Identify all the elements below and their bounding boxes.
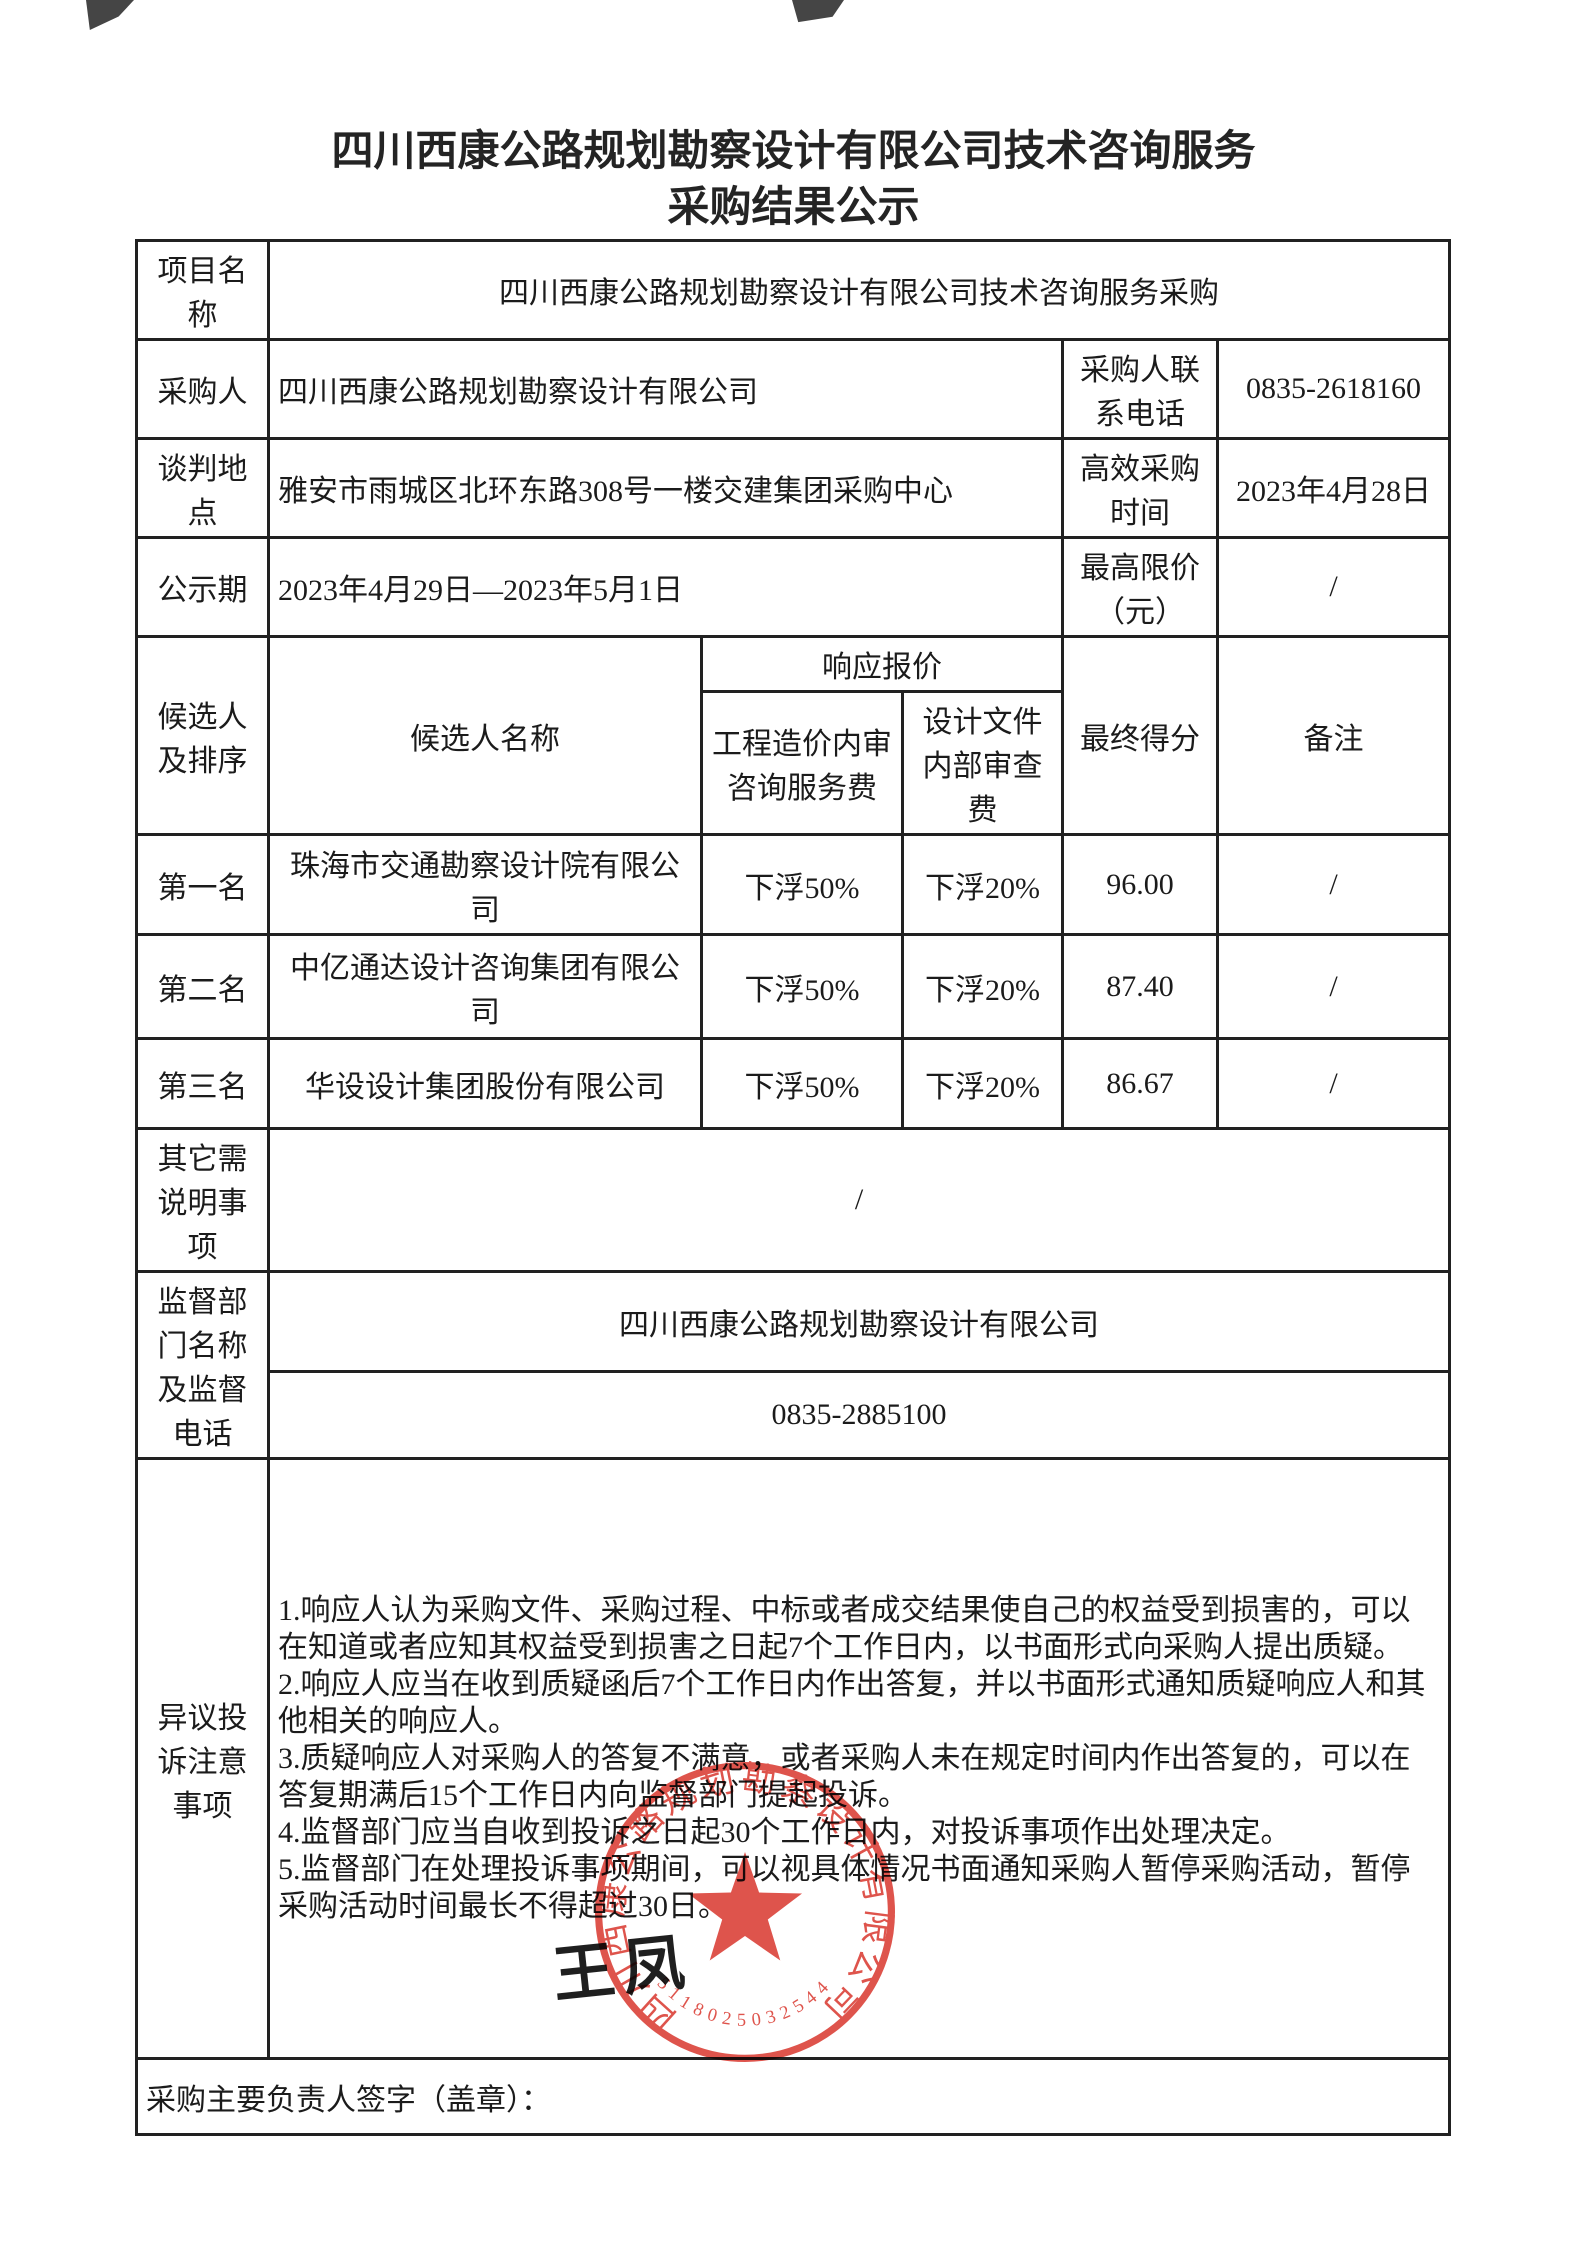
document-title: 四川西康公路规划勘察设计有限公司技术咨询服务 采购结果公示 <box>0 124 1587 236</box>
candidate-score: 87.40 <box>1061 933 1219 1040</box>
objection-item-3: 3.质疑响应人对采购人的答复不满意，或者采购人未在规定时间内作出答复的，可以在答… <box>278 1742 1411 1812</box>
header-rank: 候选人及排序 <box>135 635 270 836</box>
table-row-supervision-name: 监督部门名称及监督电话 四川西康公路规划勘察设计有限公司 <box>135 1269 1452 1460</box>
label-project-name: 项目名称 <box>135 239 270 341</box>
table-row-project: 项目名称 四川西康公路规划勘察设计有限公司技术咨询服务采购 <box>135 239 1452 341</box>
candidate-name: 华设设计集团股份有限公司 <box>267 1037 703 1130</box>
table-row-other-notes: 其它需说明事项 / <box>135 1127 1452 1273</box>
table-row-candidates-header-top: 候选人及排序 候选人名称 响应报价 最终得分 备注 <box>135 635 1452 836</box>
candidate-remark: / <box>1215 933 1452 1040</box>
procurement-result-table: 项目名称 四川西康公路规划勘察设计有限公司技术咨询服务采购 采购人 四川西康公路… <box>134 239 1452 2136</box>
objection-item-1: 1.响应人认为采购文件、采购过程、中标或者成交结果使自己的权益受到损害的，可以在… <box>278 1594 1411 1664</box>
header-final-score: 最终得分 <box>1061 635 1219 836</box>
label-procurement-time: 高效采购时间 <box>1061 437 1219 539</box>
value-purchaser: 四川西康公路规划勘察设计有限公司 <box>267 338 1064 440</box>
candidate-rank: 第一名 <box>135 833 270 936</box>
header-candidate-name: 候选人名称 <box>267 635 703 836</box>
value-other-notes: / <box>266 1127 1452 1273</box>
candidate-remark: / <box>1215 1037 1452 1130</box>
value-supervision-name: 四川西康公路规划勘察设计有限公司 <box>266 1269 1452 1374</box>
table-row-candidate-2: 第二名 中亿通达设计咨询集团有限公司 下浮50% 下浮20% 87.40 / <box>135 933 1452 1040</box>
candidate-quote1: 下浮50% <box>700 933 904 1040</box>
value-max-price: / <box>1215 536 1452 638</box>
candidate-quote1: 下浮50% <box>700 1037 904 1130</box>
candidate-score: 86.67 <box>1061 1037 1219 1130</box>
table-row-candidate-3: 第三名 华设设计集团股份有限公司 下浮50% 下浮20% 86.67 / <box>135 1037 1452 1130</box>
candidate-name: 珠海市交通勘察设计院有限公司 <box>267 833 703 936</box>
company-seal-stamp: 四川西康公路规划勘察设计有限公司 5118025032544 <box>585 1752 905 2072</box>
signature-row-label: 采购主要负责人签字（盖章）： <box>134 2057 1452 2136</box>
candidate-rank: 第三名 <box>135 1037 270 1130</box>
value-supervision-phone: 0835-2885100 <box>266 1370 1452 1460</box>
label-purchaser-phone: 采购人联系电话 <box>1061 338 1219 440</box>
objection-item-2: 2.响应人应当在收到质疑函后7个工作日内作出答复，并以书面形式通知质疑响应人和其… <box>278 1668 1426 1738</box>
header-response-quote: 响应报价 <box>700 635 1064 693</box>
document-title-line2: 采购结果公示 <box>667 185 920 231</box>
header-remark: 备注 <box>1215 635 1452 836</box>
label-publicity-period: 公示期 <box>135 536 270 638</box>
objection-item-5: 5.监督部门在处理投诉事项期间，可以视具体情况书面通知采购人暂停采购活动，暂停采… <box>278 1853 1411 1923</box>
candidate-remark: / <box>1215 833 1452 936</box>
value-project-name: 四川西康公路规划勘察设计有限公司技术咨询服务采购 <box>266 239 1452 341</box>
scan-artifact <box>86 0 134 30</box>
objection-notice-text: 1.响应人认为采购文件、采购过程、中标或者成交结果使自己的权益受到损害的，可以在… <box>266 1457 1452 2060</box>
objection-item-4: 4.监督部门应当自收到投诉之日起30个工作日内，对投诉事项作出处理决定。 <box>278 1816 1291 1849</box>
label-objection-notice: 异议投诉注意事项 <box>135 1457 270 2060</box>
table-row-objection: 异议投诉注意事项 1.响应人认为采购文件、采购过程、中标或者成交结果使自己的权益… <box>135 1457 1452 2060</box>
value-procurement-time: 2023年4月28日 <box>1215 437 1452 539</box>
candidate-name: 中亿通达设计咨询集团有限公司 <box>267 933 703 1040</box>
value-publicity-period: 2023年4月29日—2023年5月1日 <box>267 536 1064 638</box>
label-supervision-dept: 监督部门名称及监督电话 <box>135 1270 270 1460</box>
label-purchaser: 采购人 <box>135 338 270 440</box>
value-purchaser-phone: 0835-2618160 <box>1215 338 1452 440</box>
table-row-publicity: 公示期 2023年4月29日—2023年5月1日 最高限价（元） / <box>135 536 1452 638</box>
table-row-signature: 采购主要负责人签字（盖章）： <box>134 2057 1452 2136</box>
table-row-candidates-header-sub: 工程造价内审咨询服务费 设计文件内部审查费 <box>137 690 1450 836</box>
star-icon <box>687 1852 803 1961</box>
candidate-quote2: 下浮20% <box>901 833 1064 936</box>
table-row-negotiation: 谈判地点 雅安市雨城区北环东路308号一楼交建集团采购中心 高效采购时间 202… <box>135 437 1452 539</box>
candidate-quote1: 下浮50% <box>700 833 904 936</box>
header-quote-design-review: 设计文件内部审查费 <box>901 690 1064 836</box>
header-quote-cost-audit: 工程造价内审咨询服务费 <box>700 690 904 836</box>
table-row-purchaser: 采购人 四川西康公路规划勘察设计有限公司 采购人联系电话 0835-261816… <box>135 338 1452 440</box>
table-row-candidate-1: 第一名 珠海市交通勘察设计院有限公司 下浮50% 下浮20% 96.00 / <box>135 833 1452 936</box>
candidate-quote2: 下浮20% <box>901 1037 1064 1130</box>
label-max-price: 最高限价（元） <box>1061 536 1219 638</box>
handwritten-signature: 王凤 <box>549 1928 696 2012</box>
label-other-notes: 其它需说明事项 <box>135 1127 270 1273</box>
candidate-rank: 第二名 <box>135 933 270 1040</box>
table-row-supervision-phone: 0835-2885100 <box>137 1370 1452 1460</box>
candidate-quote2: 下浮20% <box>901 933 1064 1040</box>
candidate-score: 96.00 <box>1061 833 1219 936</box>
label-negotiation-place: 谈判地点 <box>135 437 270 539</box>
scan-artifact <box>792 0 844 23</box>
value-negotiation-place: 雅安市雨城区北环东路308号一楼交建集团采购中心 <box>267 437 1064 539</box>
stamp-ring <box>595 1762 895 2062</box>
document-title-line1: 四川西康公路规划勘察设计有限公司技术咨询服务 <box>331 129 1256 175</box>
